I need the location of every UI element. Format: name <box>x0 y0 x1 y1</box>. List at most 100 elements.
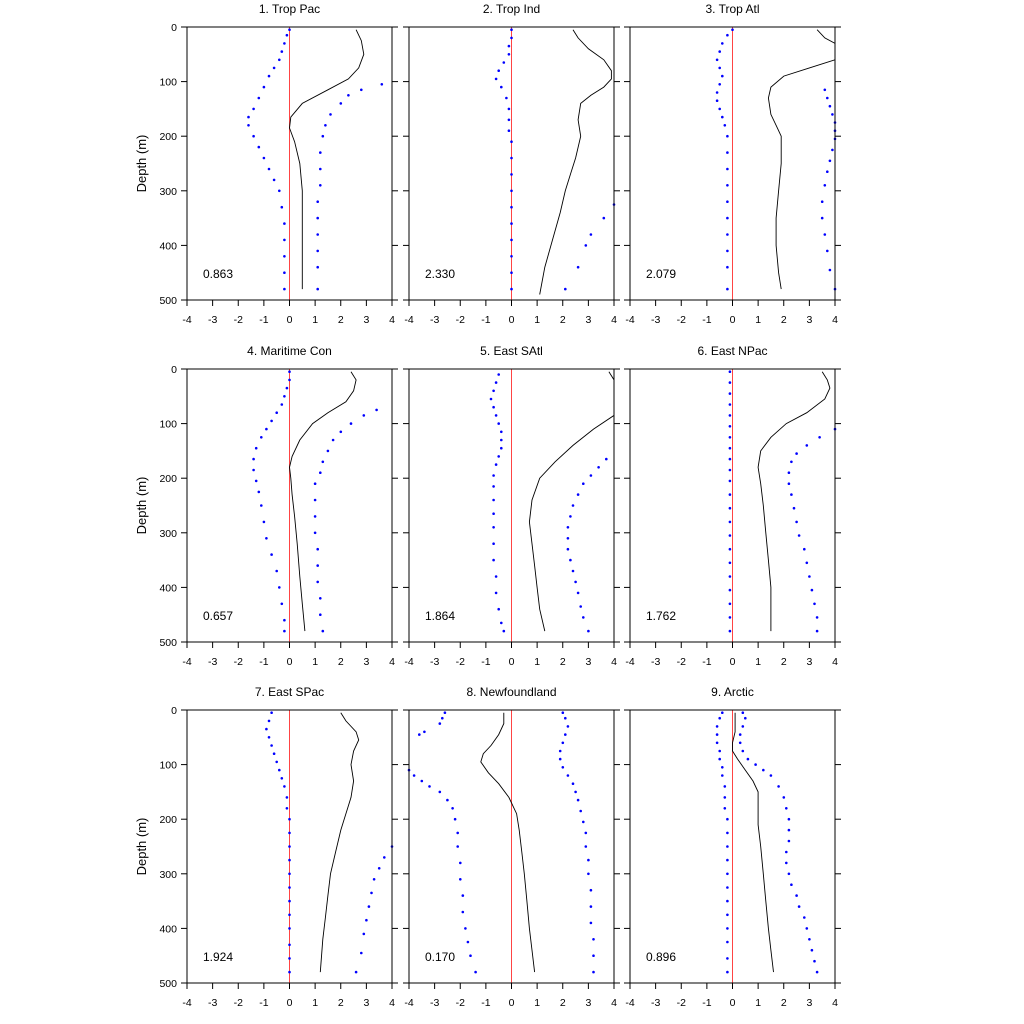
panel-1-y-tick-label: 200 <box>159 131 177 143</box>
panel-5-lower-point <box>492 389 495 393</box>
panel-8-upper-point <box>576 798 580 802</box>
panel-2-lower-point <box>510 173 513 176</box>
panel-5-lower-point <box>497 422 501 425</box>
panel-4-upper-point <box>375 408 378 412</box>
panel-4-lower-point <box>265 427 268 431</box>
panel-8-lower-point <box>443 711 447 714</box>
panel-1-lower-point <box>283 42 286 45</box>
panel-8-upper-point <box>561 741 565 745</box>
panel-7-lower-point <box>267 719 271 723</box>
panel-4-lower-point <box>265 537 268 540</box>
panel-1-x-tick-label: -3 <box>208 314 217 326</box>
panel-5-x-tick-label: -1 <box>481 656 490 668</box>
panel-3-lower-point <box>721 74 724 78</box>
panel-5-x-tick-label: -4 <box>404 656 413 668</box>
panel-8-upper-point <box>584 831 588 835</box>
panel-4-y-tick-label: 100 <box>159 419 177 431</box>
panel-3-upper-point <box>828 104 832 108</box>
panel-6-upper-point <box>790 460 793 464</box>
panel-5-x-tick-label: 1 <box>534 656 540 668</box>
panel-4-upper-point <box>316 580 320 584</box>
panel-7-x-tick-label: 4 <box>389 997 395 1009</box>
panel-7-x-tick-label: 3 <box>363 997 369 1009</box>
panel-4-lower-point <box>280 403 284 406</box>
panel-3-lower-point <box>726 200 729 203</box>
panel-8-lower-point <box>459 861 462 865</box>
panel-7-lower-point <box>288 886 291 889</box>
panel-2-lower-point <box>510 222 513 225</box>
panel-7-y-tick-label: 0 <box>171 705 177 717</box>
panel-5-lower-point <box>500 438 503 442</box>
panel-1-lower-point <box>257 96 261 100</box>
panel-7-lower-point <box>288 913 291 917</box>
panel-5-lower-point <box>494 381 498 384</box>
panel-1-stat-value: 0.863 <box>203 267 233 281</box>
panel-8-upper-point <box>592 938 595 941</box>
panel-4-lower-point <box>270 419 273 423</box>
panel-4-x-tick-label: -1 <box>259 656 268 668</box>
panel-5-x-tick-label: -2 <box>456 656 465 668</box>
panel-6-x-tick-label: 1 <box>755 656 761 668</box>
panel-8-lower-point <box>453 817 457 821</box>
panel-3-lower-point <box>726 287 729 291</box>
panel-4-mean-line <box>289 371 357 632</box>
panel-4-lower-point <box>280 602 284 606</box>
panel-4-upper-point <box>326 449 330 453</box>
panel-8-upper-point <box>589 921 593 925</box>
panel-9-upper-point <box>787 839 791 843</box>
panel-6-lower-point <box>728 446 732 450</box>
panel-2-upper-point <box>589 233 593 236</box>
panel-6-lower-point <box>728 534 732 537</box>
panel-5-lower-point <box>497 373 501 376</box>
panel-2-x-tick-label: 4 <box>611 314 617 326</box>
panel-3-lower-point <box>726 134 729 138</box>
panel-9-upper-point <box>738 733 742 736</box>
panel-4-lower-point <box>260 504 263 507</box>
panel-4-lower-point <box>278 586 281 589</box>
panel-4-upper-point <box>319 613 322 616</box>
panel-2-x-tick-label: 1 <box>534 314 540 326</box>
panel-7-upper-point <box>383 856 386 859</box>
panel-5-x-tick-label: 3 <box>585 656 591 668</box>
panel-7-lower-point <box>288 957 291 960</box>
panel-4-upper-point <box>362 414 366 417</box>
panel-8-x-tick-label: 3 <box>585 997 591 1009</box>
panel-1-lower-point <box>257 145 261 149</box>
panel-3-mean-line <box>767 59 835 290</box>
panel-1-y-tick-label: 0 <box>171 22 177 34</box>
panel-1-upper-point <box>316 200 320 203</box>
panel-1-lower-point <box>272 178 276 182</box>
panel-5-lower-point <box>492 526 495 529</box>
panel-5-lower-point <box>500 430 503 434</box>
panel-9-lower-point <box>723 796 727 799</box>
panel-9-lower-point <box>726 886 729 889</box>
panel-3-upper-point <box>826 170 829 173</box>
panel-1-lower-point <box>278 58 281 62</box>
panel-8-x-tick-label: -3 <box>430 997 439 1009</box>
panel-2-x-tick-label: -1 <box>481 314 490 326</box>
panel-4-lower-point <box>275 411 279 415</box>
panel-9-lower-point <box>718 716 721 720</box>
panel-5-lower-point <box>492 485 495 488</box>
panel-6-x-tick-label: 3 <box>806 656 812 668</box>
panel-8-upper-point <box>589 888 593 892</box>
panel-8-x-tick-label: 4 <box>611 997 617 1009</box>
panel-2-x-tick-label: -3 <box>430 314 439 326</box>
panel-5-lower-point <box>494 575 498 578</box>
panel-4-lower-point <box>275 569 279 573</box>
panel-7-lower-point <box>270 744 273 747</box>
panel-1-lower-point <box>247 124 250 127</box>
panel-8-upper-point <box>564 733 567 736</box>
panel-1-y-axis-label: Depth (m) <box>134 135 149 193</box>
panel-2-upper-point <box>584 244 588 247</box>
panel-6-x-tick-label: 0 <box>730 656 736 668</box>
panel-2-lower-point <box>507 118 511 122</box>
panel-3-lower-point <box>718 107 721 111</box>
panel-1-upper-point <box>339 102 343 105</box>
panel-9-lower-point <box>723 785 727 788</box>
panel-3-lower-point <box>718 83 721 86</box>
panel-2-lower-point <box>507 44 511 48</box>
panel-5-upper-point <box>597 466 600 469</box>
panel-8-x-tick-label: -2 <box>456 997 465 1009</box>
